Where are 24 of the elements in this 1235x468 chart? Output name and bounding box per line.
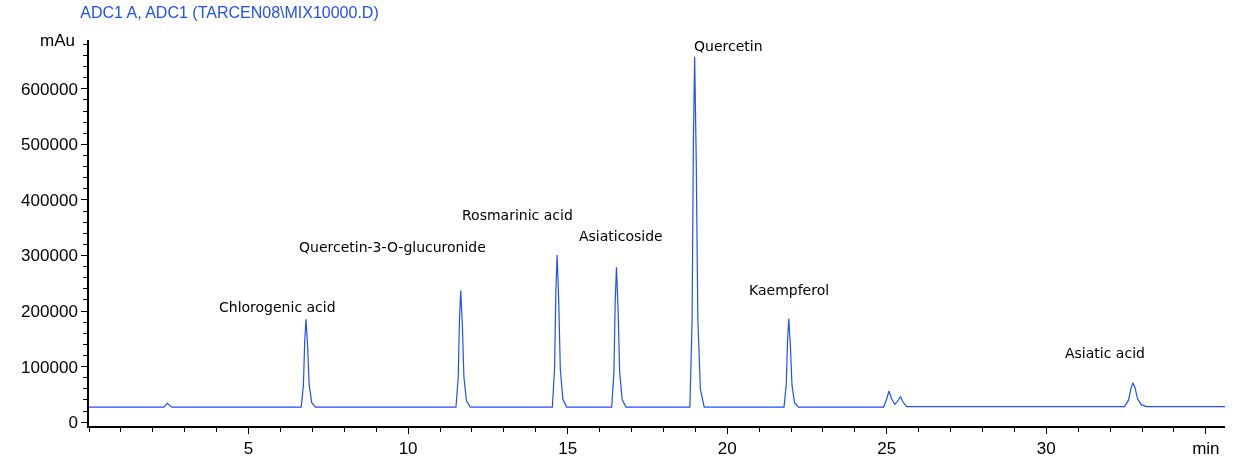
- annotation: Chlorogenic acid: [219, 299, 336, 315]
- y-tick-label: 400000: [21, 190, 78, 210]
- annotation: Rosmarinic acid: [462, 207, 573, 223]
- annotation: Kaempferol: [749, 282, 830, 298]
- annotation: Quercetin: [694, 38, 763, 54]
- x-tick-label: 15: [558, 439, 578, 459]
- x-tick-label: 20: [717, 439, 737, 459]
- line-series: [89, 56, 1225, 408]
- x-tick-label: 25: [877, 439, 897, 459]
- annotation: Asiatic acid: [1065, 345, 1145, 361]
- annotation: Quercetin-3-O-glucuronide: [299, 239, 486, 255]
- annotation: Asiaticoside: [579, 228, 663, 244]
- chart-title: ADC1 A, ADC1 (TARCEN08\MIX10000.D): [80, 4, 379, 22]
- x-tick-label: 30: [1036, 439, 1056, 459]
- x-tick-label: 5: [243, 439, 254, 459]
- y-tick-label: 0: [68, 413, 78, 433]
- y-tick-label: 500000: [21, 135, 78, 155]
- y-axis-title: mAu: [40, 31, 75, 50]
- x-tick-label: 10: [398, 439, 418, 459]
- y-tick-label: 600000: [21, 79, 78, 99]
- y-tick-label: 100000: [21, 357, 78, 377]
- x-tick-label: min: [1192, 439, 1220, 459]
- y-tick-label: 300000: [21, 246, 78, 266]
- y-tick-label: 200000: [21, 301, 78, 321]
